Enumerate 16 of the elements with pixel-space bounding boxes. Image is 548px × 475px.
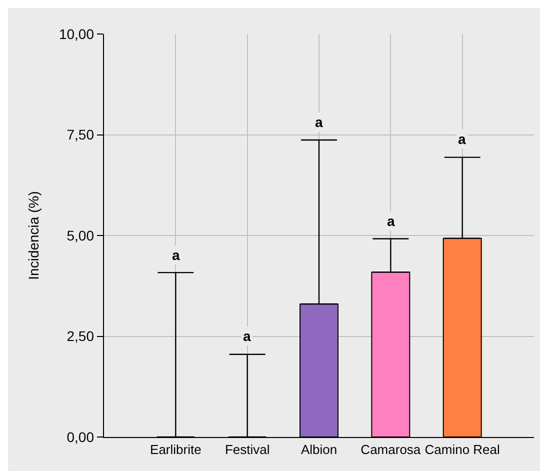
annotation: a: [243, 328, 251, 344]
y-tick-label: 10,00: [58, 26, 94, 42]
annotation: a: [387, 213, 395, 229]
x-tick-label: Albion: [300, 442, 338, 457]
annotation: a: [315, 114, 323, 130]
y-tick-label: 0,00: [66, 428, 94, 445]
x-tick-label: Earlibrite: [150, 442, 202, 457]
y-axis-title: Incidencia (%): [26, 191, 42, 280]
x-tick-label: Camarosa: [360, 442, 422, 457]
annotation: a: [172, 247, 180, 263]
y-tick-label: 5,00: [66, 227, 94, 244]
x-tick-label: Camino Real: [424, 442, 500, 457]
x-tick-label: Festival: [224, 442, 270, 457]
y-tick-label: 7,50: [66, 126, 94, 143]
y-tick-label: 2,50: [66, 328, 94, 344]
annotation: a: [458, 131, 466, 147]
